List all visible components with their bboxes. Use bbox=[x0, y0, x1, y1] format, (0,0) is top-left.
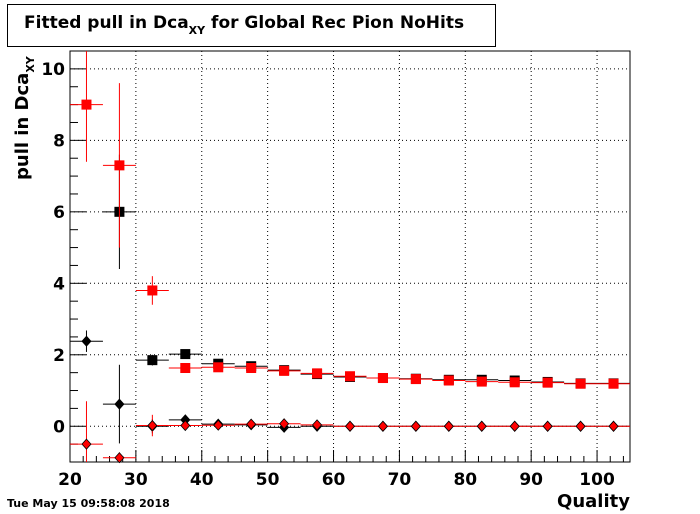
data-point-square bbox=[312, 368, 323, 379]
y-axis-label: pull in DcaXY bbox=[12, 56, 37, 180]
data-point-square bbox=[180, 349, 191, 360]
data-point-square bbox=[443, 375, 454, 386]
y-tick-label: 0 bbox=[53, 417, 65, 437]
data-point-diamond bbox=[114, 398, 125, 410]
data-point-diamond bbox=[410, 420, 421, 432]
data-point-square bbox=[114, 160, 125, 171]
x-axis-label: Quality bbox=[557, 491, 630, 512]
data-point-square bbox=[147, 355, 158, 366]
data-point-square bbox=[608, 378, 619, 389]
chart-title-subscript: XY bbox=[188, 24, 206, 37]
data-point-square bbox=[279, 365, 290, 376]
data-point-diamond bbox=[476, 420, 487, 432]
data-point-diamond bbox=[114, 452, 125, 464]
x-tick-label: 90 bbox=[519, 470, 543, 490]
y-tick-label: 2 bbox=[53, 346, 65, 366]
chart-title: Fitted pull in DcaXY for Global Rec Pion… bbox=[24, 13, 464, 37]
y-tick-label: 6 bbox=[53, 203, 65, 223]
data-point-diamond bbox=[344, 420, 356, 432]
x-tick-label: 100 bbox=[579, 470, 615, 490]
x-tick-label: 50 bbox=[256, 470, 280, 490]
data-point-square bbox=[509, 377, 520, 388]
data-point-diamond bbox=[542, 420, 553, 432]
data-point-square bbox=[345, 371, 355, 382]
data-point-square bbox=[81, 99, 92, 110]
x-tick-label: 40 bbox=[190, 470, 214, 490]
data-point-diamond bbox=[575, 420, 586, 432]
data-point-diamond bbox=[213, 419, 224, 431]
data-point-diamond bbox=[246, 418, 257, 430]
y-tick-label: 8 bbox=[53, 131, 65, 151]
data-point-diamond bbox=[377, 420, 388, 432]
y-tick-label: 10 bbox=[41, 60, 65, 80]
data-point-square bbox=[147, 285, 158, 296]
data-point-diamond bbox=[279, 418, 290, 430]
chart-title-box: Fitted pull in DcaXY for Global Rec Pion… bbox=[7, 4, 496, 47]
y-axis-label-subscript: XY bbox=[24, 56, 37, 73]
data-point-diamond bbox=[608, 420, 619, 432]
y-tick-label: 4 bbox=[53, 274, 65, 294]
data-point-diamond bbox=[443, 420, 454, 432]
x-tick-label: 30 bbox=[124, 470, 148, 490]
timestamp: Tue May 15 09:58:08 2018 bbox=[7, 497, 170, 510]
x-tick-label: 80 bbox=[453, 470, 477, 490]
data-point-square bbox=[476, 376, 487, 387]
data-point-square bbox=[180, 363, 191, 374]
data-point-diamond bbox=[81, 438, 92, 450]
data-point-diamond bbox=[509, 420, 520, 432]
data-point-diamond bbox=[147, 419, 158, 432]
x-tick-label: 20 bbox=[58, 470, 82, 490]
chart-title-suffix: for Global Rec Pion NoHits bbox=[205, 13, 465, 33]
data-point-diamond bbox=[312, 419, 323, 431]
y-axis-label-main: pull in Dca bbox=[12, 72, 33, 180]
chart-title-prefix: Fitted pull in Dca bbox=[24, 13, 189, 33]
data-point-square bbox=[410, 374, 421, 385]
data-point-diamond bbox=[81, 335, 92, 347]
data-point-square bbox=[377, 373, 388, 384]
x-tick-label: 70 bbox=[388, 470, 412, 490]
data-point-square bbox=[213, 362, 224, 373]
data-point-square bbox=[575, 378, 586, 389]
data-point-square bbox=[246, 363, 257, 374]
x-tick-label: 60 bbox=[322, 470, 346, 490]
plot-frame bbox=[69, 50, 631, 463]
data-point-diamond bbox=[180, 419, 191, 432]
data-point-square bbox=[542, 377, 553, 388]
